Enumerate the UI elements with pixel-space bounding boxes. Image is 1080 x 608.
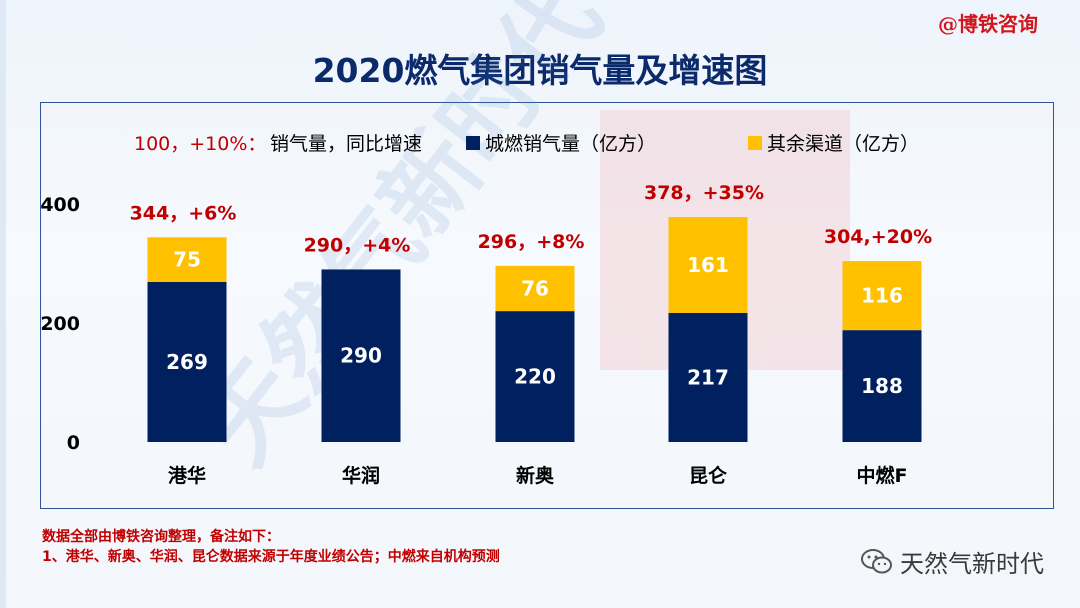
bar-value-label: 116 xyxy=(861,284,903,308)
chart-frame xyxy=(40,102,1054,509)
y-tick-label: 200 xyxy=(40,313,80,335)
bar-value-label: 269 xyxy=(166,350,208,374)
bar-value-label: 76 xyxy=(521,276,549,300)
bar-city-gas xyxy=(842,330,922,442)
legend-swatch-series2 xyxy=(748,136,762,150)
note-line-1: 数据全部由博铁咨询整理，备注如下： xyxy=(42,529,280,545)
x-tick-label: 华润 xyxy=(342,464,380,487)
total-growth-label: 296，+8% xyxy=(478,231,585,253)
bar-city-gas xyxy=(147,281,227,442)
chart-title: 2020燃气集团销气量及增速图 xyxy=(312,51,768,90)
total-growth-label: 344，+6% xyxy=(130,202,237,224)
note-line-2: 1、港华、新奥、华润、昆仑数据来源于年度业绩公告；中燃来自机构预测 xyxy=(42,549,500,565)
bar-other-channels xyxy=(668,217,748,313)
bar-other-channels xyxy=(495,265,575,312)
bar-value-label: 75 xyxy=(173,248,201,272)
bar-city-gas xyxy=(495,311,575,442)
left-accent-bar xyxy=(0,0,6,608)
bar-other-channels xyxy=(147,237,227,282)
legend-series2-label: 其余渠道（亿方） xyxy=(767,133,919,155)
x-tick-label: 中燃F xyxy=(857,464,908,487)
total-growth-label: 304,+20% xyxy=(824,226,932,248)
legend-note-text: 销气量，同比增速 xyxy=(270,133,422,155)
brand-name: 天然气新时代 xyxy=(900,550,1044,578)
bar-value-label: 290 xyxy=(340,344,382,368)
y-tick-label: 400 xyxy=(40,194,80,216)
legend-note-value: 100，+10%： xyxy=(134,133,266,155)
bar-value-label: 220 xyxy=(514,365,556,389)
legend-series1-label: 城燃销气量（亿方） xyxy=(485,133,656,155)
x-tick-label: 港华 xyxy=(168,464,206,487)
credit-label: @博铁咨询 xyxy=(938,12,1038,36)
bar-other-channels xyxy=(842,261,922,331)
brand: 天然气新时代 xyxy=(860,544,1044,579)
y-tick-label: 0 xyxy=(67,432,80,454)
total-growth-label: 290，+4% xyxy=(304,234,411,256)
total-growth-label: 378，+35% xyxy=(644,182,764,204)
bar-value-label: 161 xyxy=(687,253,729,277)
x-axis: 港华 华润 新奥 昆仑 中燃F xyxy=(168,464,908,487)
x-tick-label: 新奥 xyxy=(516,464,555,487)
bars: 269 75 344，+6% 290 290，+4% 220 76 296，+8% 217 161… xyxy=(130,182,932,442)
bar-value-label: 188 xyxy=(861,374,903,398)
legend: 100，+10%： 销气量，同比增速 城燃销气量（亿方） 其余渠道（亿方） xyxy=(134,133,919,155)
bar-value-label: 217 xyxy=(687,365,729,389)
bar-city-gas xyxy=(668,312,748,442)
x-tick-label: 昆仑 xyxy=(689,464,728,487)
wechat-icon xyxy=(860,547,894,577)
legend-swatch-series1 xyxy=(466,136,480,150)
y-axis: 0 200 400 xyxy=(40,194,80,454)
bar-city-gas xyxy=(321,269,401,442)
